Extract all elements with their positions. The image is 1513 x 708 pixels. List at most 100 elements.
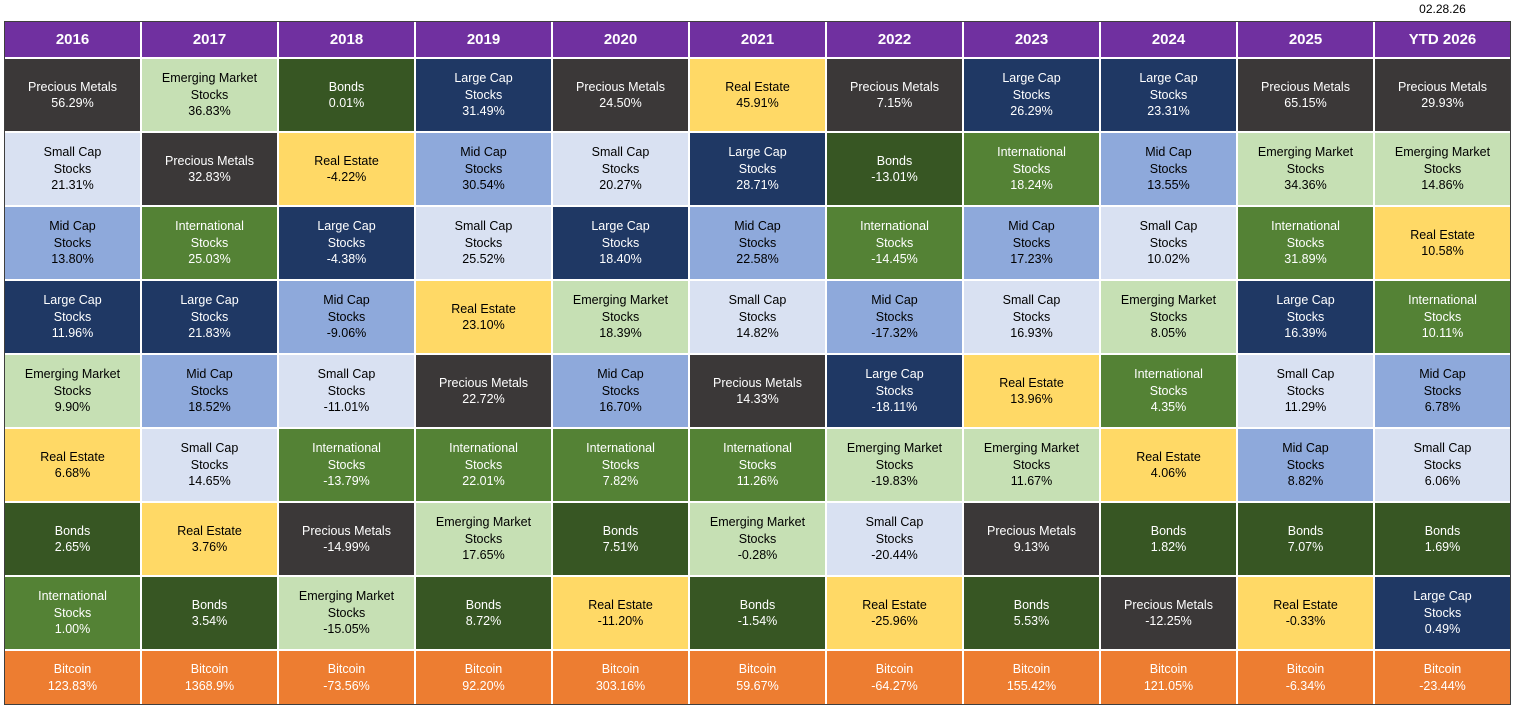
asset-return-value: 303.16% xyxy=(595,678,646,693)
asset-name: Real Estate xyxy=(1410,227,1475,242)
cell-small-cap-stocks: Small Cap Stocks 14.82% xyxy=(690,281,825,353)
cell-emerging-market-stocks: Emerging Market Stocks 9.90% xyxy=(5,355,140,427)
asset-name: Large Cap Stocks xyxy=(180,293,239,324)
cell-bonds: Bonds -13.01% xyxy=(827,133,962,205)
cell-emerging-market-stocks: Emerging Market Stocks -15.05% xyxy=(279,577,414,649)
cell-precious-metals: Precious Metals 7.15% xyxy=(827,59,962,131)
asset-return-value: 8.05% xyxy=(1150,326,1187,341)
asset-return-value: 56.29% xyxy=(51,96,94,110)
asset-name: Bitcoin xyxy=(1012,662,1051,676)
asset-name: Mid Cap Stocks xyxy=(597,367,644,398)
cell-bitcoin: Bitcoin 303.16% xyxy=(553,651,688,704)
asset-return-value: 6.06% xyxy=(1424,474,1461,489)
cell-mid-cap-stocks: Mid Cap Stocks 16.70% xyxy=(553,355,688,427)
asset-name: Emerging Market Stocks xyxy=(24,367,121,398)
cell-bonds: Bonds 7.51% xyxy=(553,503,688,575)
asset-return-value: 36.83% xyxy=(188,104,231,119)
asset-return-value: 11.26% xyxy=(736,474,779,489)
cell-international-stocks: International Stocks -14.45% xyxy=(827,207,962,279)
cell-small-cap-stocks: Small Cap Stocks 10.02% xyxy=(1101,207,1236,279)
asset-return-value: 24.50% xyxy=(599,96,642,110)
asset-return-value: 18.52% xyxy=(188,400,231,415)
asset-return-value: -11.20% xyxy=(597,614,644,628)
asset-return-value: -14.45% xyxy=(871,252,918,267)
asset-return-value: 10.11% xyxy=(1421,326,1464,341)
asset-name: Precious Metals xyxy=(165,153,254,168)
asset-return-value: 21.31% xyxy=(51,178,94,193)
asset-name: Emerging Market Stocks xyxy=(1257,145,1354,176)
asset-return-value: 45.91% xyxy=(736,96,779,110)
asset-return-value: -15.05% xyxy=(323,622,370,637)
asset-return-value: -23.44% xyxy=(1419,678,1466,693)
cell-bitcoin: Bitcoin 123.83% xyxy=(5,651,140,704)
cell-precious-metals: Precious Metals 29.93% xyxy=(1375,59,1510,131)
cell-small-cap-stocks: Small Cap Stocks 21.31% xyxy=(5,133,140,205)
cell-large-cap-stocks: Large Cap Stocks 18.40% xyxy=(553,207,688,279)
year-header-2020: 2020 xyxy=(553,22,688,57)
cell-mid-cap-stocks: Mid Cap Stocks 17.23% xyxy=(964,207,1099,279)
asset-return-value: 16.93% xyxy=(1010,326,1053,341)
cell-emerging-market-stocks: Emerging Market Stocks -0.28% xyxy=(690,503,825,575)
cell-precious-metals: Precious Metals 56.29% xyxy=(5,59,140,131)
cell-mid-cap-stocks: Mid Cap Stocks 22.58% xyxy=(690,207,825,279)
asset-name: Mid Cap Stocks xyxy=(734,219,781,250)
asset-name: Large Cap Stocks xyxy=(1276,293,1335,324)
asset-return-value: 14.82% xyxy=(736,326,779,341)
year-header-2023: 2023 xyxy=(964,22,1099,57)
asset-name: Small Cap Stocks xyxy=(43,145,102,176)
asset-name: Bitcoin xyxy=(1423,662,1462,676)
as-of-date-label: 02.28.26 xyxy=(1419,2,1466,16)
asset-name: Real Estate xyxy=(40,449,105,464)
cell-international-stocks: International Stocks 18.24% xyxy=(964,133,1099,205)
asset-name: International Stocks xyxy=(38,589,107,620)
asset-return-value: 22.01% xyxy=(462,474,505,489)
asset-return-value: 23.10% xyxy=(462,318,505,332)
asset-name: Emerging Market Stocks xyxy=(709,515,806,546)
asset-return-value: 8.72% xyxy=(465,614,502,628)
cell-large-cap-stocks: Large Cap Stocks -4.38% xyxy=(279,207,414,279)
asset-name: Bonds xyxy=(328,79,365,94)
year-header-2018: 2018 xyxy=(279,22,414,57)
cell-bitcoin: Bitcoin -23.44% xyxy=(1375,651,1510,704)
cell-mid-cap-stocks: Mid Cap Stocks 30.54% xyxy=(416,133,551,205)
cell-emerging-market-stocks: Emerging Market Stocks 8.05% xyxy=(1101,281,1236,353)
cell-small-cap-stocks: Small Cap Stocks -11.01% xyxy=(279,355,414,427)
asset-return-value: 4.35% xyxy=(1150,400,1187,415)
asset-name: Small Cap Stocks xyxy=(1139,219,1198,250)
asset-name: Bonds xyxy=(602,523,639,538)
cell-mid-cap-stocks: Mid Cap Stocks 6.78% xyxy=(1375,355,1510,427)
asset-return-value: 20.27% xyxy=(599,178,642,193)
asset-name: Small Cap Stocks xyxy=(454,219,513,250)
cell-bitcoin: Bitcoin -6.34% xyxy=(1238,651,1373,704)
year-header-2022: 2022 xyxy=(827,22,962,57)
asset-name: Bonds xyxy=(465,597,502,612)
asset-return-value: 18.40% xyxy=(599,252,642,267)
asset-name: Bonds xyxy=(191,597,228,612)
asset-return-value: 7.15% xyxy=(876,96,913,110)
asset-name: Mid Cap Stocks xyxy=(1145,145,1192,176)
asset-name: Large Cap Stocks xyxy=(728,145,787,176)
asset-name: Small Cap Stocks xyxy=(180,441,239,472)
asset-return-value: 14.65% xyxy=(188,474,231,489)
cell-international-stocks: International Stocks 22.01% xyxy=(416,429,551,501)
cell-bonds: Bonds -1.54% xyxy=(690,577,825,649)
cell-small-cap-stocks: Small Cap Stocks 11.29% xyxy=(1238,355,1373,427)
asset-return-value: -6.34% xyxy=(1285,678,1326,693)
asset-name: International Stocks xyxy=(312,441,381,472)
cell-mid-cap-stocks: Mid Cap Stocks 18.52% xyxy=(142,355,277,427)
year-header-2024: 2024 xyxy=(1101,22,1236,57)
asset-name: International Stocks xyxy=(449,441,518,472)
cell-international-stocks: International Stocks 10.11% xyxy=(1375,281,1510,353)
asset-return-value: 3.76% xyxy=(191,540,228,554)
asset-name: Real Estate xyxy=(725,79,790,94)
asset-return-value: 7.51% xyxy=(602,540,639,554)
asset-return-value: 31.49% xyxy=(462,104,505,119)
asset-return-value: 11.96% xyxy=(51,326,94,341)
asset-return-value: 25.52% xyxy=(462,252,505,267)
cell-emerging-market-stocks: Emerging Market Stocks -19.83% xyxy=(827,429,962,501)
asset-name: Large Cap Stocks xyxy=(317,219,376,250)
asset-return-value: 0.49% xyxy=(1424,622,1461,637)
asset-name: Small Cap Stocks xyxy=(591,145,650,176)
asset-name: Small Cap Stocks xyxy=(1002,293,1061,324)
asset-return-value: 10.02% xyxy=(1147,252,1190,267)
